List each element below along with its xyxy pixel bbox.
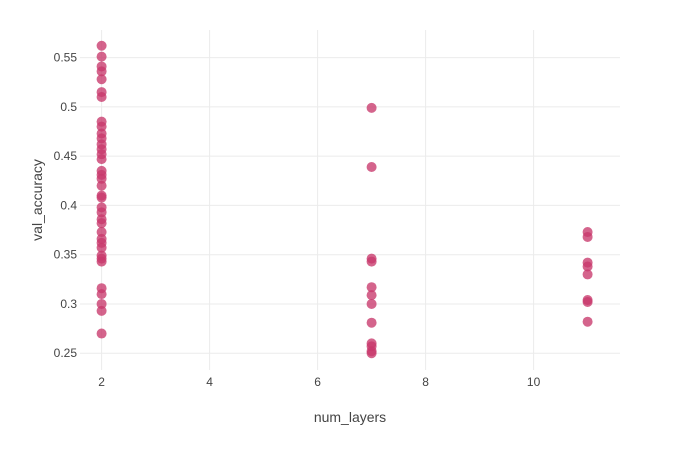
data-point[interactable] bbox=[96, 207, 107, 218]
y-tick-label: 0.25 bbox=[54, 346, 78, 360]
y-grid-lines bbox=[80, 57, 620, 354]
y-tick-label: 0.35 bbox=[54, 248, 78, 262]
x-tick-label: 8 bbox=[422, 375, 429, 389]
data-point[interactable] bbox=[96, 227, 107, 238]
x-tick-label: 6 bbox=[314, 375, 321, 389]
data-point[interactable] bbox=[96, 180, 107, 191]
data-point[interactable] bbox=[582, 261, 593, 272]
data-point[interactable] bbox=[96, 173, 107, 184]
data-point[interactable] bbox=[96, 51, 107, 62]
data-point[interactable] bbox=[366, 298, 377, 309]
x-tick-label: 10 bbox=[527, 375, 541, 389]
data-point[interactable] bbox=[366, 282, 377, 293]
data-point[interactable] bbox=[96, 66, 107, 77]
data-point[interactable] bbox=[96, 74, 107, 85]
x-tick-label: 2 bbox=[98, 375, 105, 389]
data-point[interactable] bbox=[96, 298, 107, 309]
x-tick-label: 4 bbox=[206, 375, 213, 389]
data-point[interactable] bbox=[366, 290, 377, 301]
data-point[interactable] bbox=[96, 305, 107, 316]
data-point[interactable] bbox=[96, 328, 107, 339]
data-point[interactable] bbox=[96, 242, 107, 253]
data-point[interactable] bbox=[96, 154, 107, 165]
data-point[interactable] bbox=[366, 256, 377, 267]
data-point[interactable] bbox=[96, 121, 107, 132]
y-tick-label: 0.3 bbox=[60, 297, 77, 311]
scatter-points bbox=[96, 40, 593, 359]
x-axis-ticks: 2 4 6 8 10 bbox=[98, 375, 540, 389]
data-point[interactable] bbox=[582, 316, 593, 327]
y-tick-label: 0.45 bbox=[54, 149, 78, 163]
data-point[interactable] bbox=[366, 348, 377, 359]
data-point[interactable] bbox=[96, 289, 107, 300]
y-tick-label: 0.5 bbox=[60, 100, 77, 114]
y-tick-label: 0.55 bbox=[54, 51, 78, 65]
data-point[interactable] bbox=[582, 269, 593, 280]
x-axis-title: num_layers bbox=[314, 409, 386, 425]
y-tick-label: 0.4 bbox=[60, 198, 77, 212]
data-point[interactable] bbox=[96, 92, 107, 103]
data-point[interactable] bbox=[366, 317, 377, 328]
data-point[interactable] bbox=[96, 256, 107, 267]
data-point[interactable] bbox=[582, 297, 593, 307]
data-point[interactable] bbox=[96, 192, 107, 203]
data-point[interactable] bbox=[366, 102, 377, 113]
x-grid-lines bbox=[101, 30, 535, 370]
y-axis-title: val_accuracy bbox=[29, 159, 45, 241]
y-axis-ticks: 0.25 0.3 0.35 0.4 0.45 0.5 0.55 bbox=[54, 51, 78, 361]
data-point[interactable] bbox=[582, 231, 593, 242]
data-point[interactable] bbox=[96, 40, 107, 51]
data-point[interactable] bbox=[96, 218, 107, 229]
data-point[interactable] bbox=[366, 161, 377, 172]
